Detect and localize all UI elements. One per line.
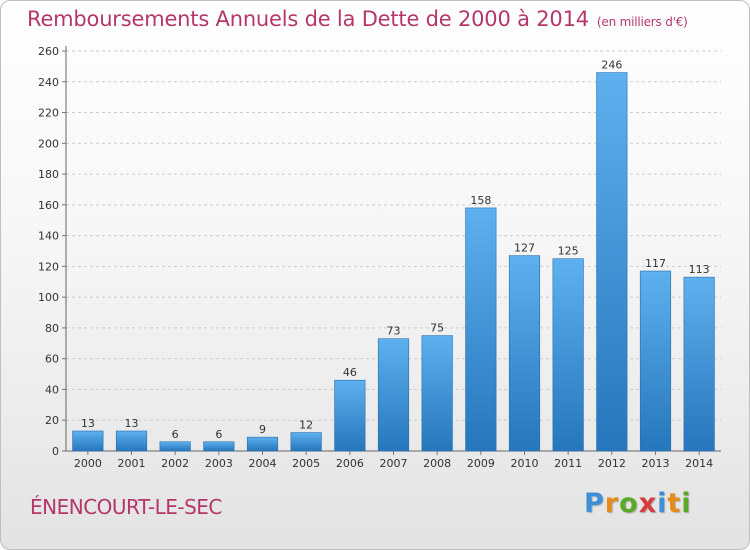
x-tick-label: 2012 [598, 457, 626, 470]
x-tick-label: 2004 [249, 457, 277, 470]
data-label: 9 [259, 423, 266, 436]
chart-title: Remboursements Annuels de la Dette de 20… [27, 7, 688, 31]
x-tick-label: 2005 [292, 457, 320, 470]
y-tick-label: 60 [45, 353, 59, 366]
logo-letter: i [681, 488, 692, 519]
x-tick-label: 2010 [511, 457, 539, 470]
data-label: 246 [601, 59, 622, 72]
bar [159, 441, 191, 452]
logo-letter: i [657, 488, 668, 519]
bar [115, 430, 148, 452]
x-tick-label: 2001 [118, 457, 146, 470]
data-label: 127 [514, 242, 535, 255]
chart-subtitle: (en milliers d'€) [596, 15, 688, 29]
bar [552, 258, 584, 452]
data-label: 13 [81, 417, 95, 430]
bar [203, 441, 235, 452]
x-tick-label: 2014 [685, 457, 713, 470]
data-label: 113 [689, 263, 710, 276]
logo-letter: P [584, 488, 605, 519]
x-tick-label: 2003 [205, 457, 233, 470]
data-label: 12 [299, 419, 313, 432]
data-label: 6 [215, 428, 222, 441]
y-tick-label: 180 [38, 168, 59, 181]
x-tick-label: 2007 [380, 457, 408, 470]
logo-letter: o [619, 488, 639, 519]
x-tick-label: 2009 [467, 457, 495, 470]
logo-letter: t [667, 488, 682, 519]
y-tick-label: 80 [45, 322, 59, 335]
y-tick-label: 20 [45, 414, 59, 427]
bar [421, 335, 453, 452]
logo-letter: r [604, 488, 620, 519]
bar [639, 270, 672, 452]
data-label: 75 [430, 322, 444, 335]
y-tick-label: 0 [52, 445, 59, 458]
x-tick-label: 2008 [423, 457, 451, 470]
y-tick-label: 100 [38, 291, 59, 304]
x-tick-label: 2000 [74, 457, 102, 470]
x-tick-label: 2013 [642, 457, 670, 470]
bar [508, 255, 541, 452]
data-label: 125 [558, 245, 579, 258]
bar [465, 207, 497, 452]
bar [290, 432, 322, 452]
chart-title-text: Remboursements Annuels de la Dette de 20… [27, 7, 589, 31]
y-tick-label: 240 [38, 76, 59, 89]
y-tick-label: 140 [38, 230, 59, 243]
y-tick-label: 120 [38, 260, 59, 273]
x-tick-label: 2011 [554, 457, 582, 470]
y-tick-label: 40 [45, 383, 59, 396]
x-tick-label: 2006 [336, 457, 364, 470]
commune-name: ÉNENCOURT-LE-SEC [30, 495, 222, 519]
data-label: 158 [470, 194, 491, 207]
bar [334, 379, 366, 452]
bar [72, 430, 104, 452]
bar [683, 276, 715, 452]
data-label: 73 [387, 325, 401, 338]
y-tick-label: 260 [38, 45, 59, 58]
y-tick-label: 200 [38, 137, 59, 150]
data-label: 13 [125, 417, 139, 430]
bar [377, 338, 410, 452]
proxiti-logo: Proxiti [584, 488, 692, 519]
y-tick-label: 220 [38, 107, 59, 120]
bar [246, 436, 279, 452]
y-tick-label: 160 [38, 199, 59, 212]
data-label: 6 [172, 428, 179, 441]
data-label: 46 [343, 366, 357, 379]
bar [596, 72, 628, 452]
data-label: 117 [645, 257, 666, 270]
logo-letter: x [638, 488, 658, 519]
x-tick-label: 2002 [161, 457, 189, 470]
